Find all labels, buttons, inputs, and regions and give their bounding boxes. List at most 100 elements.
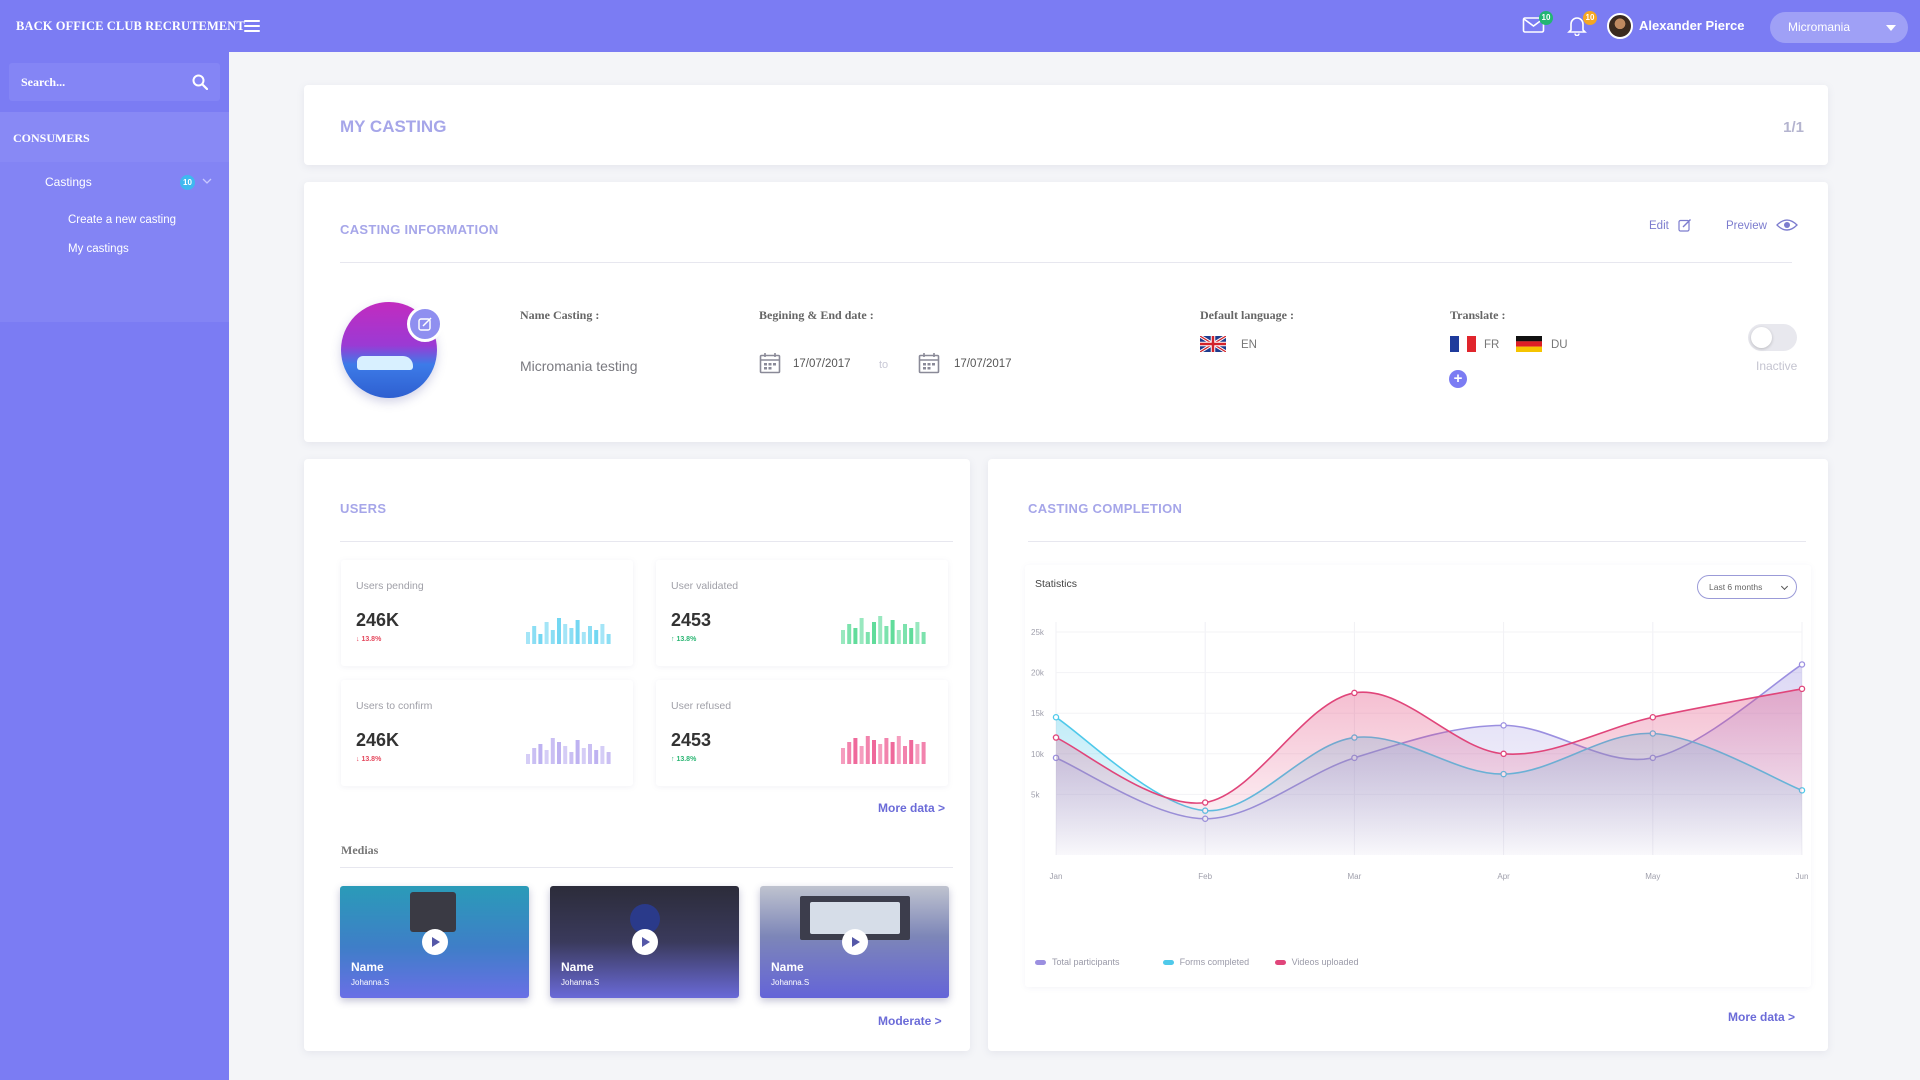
sidebar-section-label: CONSUMERS xyxy=(13,131,90,145)
edit-button[interactable]: Edit xyxy=(1649,218,1692,232)
spark-bar xyxy=(853,738,858,764)
spark-bar xyxy=(606,752,611,764)
legend-item[interactable]: Videos uploaded xyxy=(1274,957,1359,967)
spark-bar xyxy=(544,750,549,764)
pagination-indicator: 1/1 xyxy=(1783,119,1804,136)
search-icon[interactable] xyxy=(192,74,208,90)
status-toggle[interactable] xyxy=(1748,324,1797,351)
spark-bar xyxy=(909,628,914,644)
preview-label: Preview xyxy=(1726,220,1767,232)
bell-icon[interactable]: 10 xyxy=(1566,11,1597,38)
chevron-down-icon xyxy=(1886,25,1896,31)
spark-bar xyxy=(538,744,543,764)
divider xyxy=(1028,541,1806,542)
user-avatar[interactable] xyxy=(1607,13,1633,39)
spark-bar xyxy=(526,754,530,764)
start-date[interactable]: 17/07/2017 xyxy=(793,358,851,370)
y-tick-label: 15k xyxy=(1031,709,1045,718)
users-more-data-link[interactable]: More data > xyxy=(878,801,946,815)
play-icon[interactable] xyxy=(842,929,868,955)
mini-bar-chart xyxy=(841,616,926,644)
x-tick-label: Mar xyxy=(1348,872,1362,881)
spark-bar xyxy=(847,624,852,644)
legend-item[interactable]: Total participants xyxy=(1035,957,1120,967)
spark-bar xyxy=(921,632,926,644)
media-tile[interactable]: Name Johanna.S xyxy=(550,886,739,998)
toggle-knob xyxy=(1751,327,1772,348)
divider xyxy=(340,262,1792,263)
spark-bar xyxy=(921,742,926,764)
completion-more-data-link[interactable]: More data > xyxy=(1728,1010,1796,1024)
sidebar-item-my-castings[interactable]: My castings xyxy=(68,243,129,255)
spark-bar xyxy=(896,630,901,644)
spark-bar xyxy=(841,630,845,644)
uk-flag-icon xyxy=(1200,336,1226,352)
y-tick-label: 20k xyxy=(1031,669,1045,678)
spark-bar xyxy=(569,752,574,764)
spark-bar xyxy=(557,618,561,644)
spark-bar xyxy=(581,632,586,644)
brand-select[interactable]: Micromania xyxy=(1770,12,1908,43)
germany-flag-icon xyxy=(1516,336,1542,352)
sidebar-search xyxy=(9,63,220,101)
legend-swatch xyxy=(1035,960,1046,966)
chart-plot: 25k 20k 15k 10k 5k Jan Feb Mar Apr May Jun xyxy=(1031,622,1808,881)
media-tile[interactable]: Name Johanna.S xyxy=(340,886,529,998)
spark-bar xyxy=(588,744,592,764)
end-date[interactable]: 17/07/2017 xyxy=(954,358,1012,370)
page-title: MY CASTING xyxy=(340,117,447,136)
divider xyxy=(340,867,953,868)
legend-item[interactable]: Forms completed xyxy=(1162,957,1249,967)
stat-label: Users pending xyxy=(356,580,424,592)
spark-bar xyxy=(563,624,568,644)
casting-info-title: CASTING INFORMATION xyxy=(340,222,499,237)
spark-bar xyxy=(532,626,537,644)
statistics-chart: Statistics Last 6 months 25k 20k 15k 10k 5k J… xyxy=(1025,565,1811,987)
legend-label: Total participants xyxy=(1052,957,1120,967)
play-icon[interactable] xyxy=(632,929,658,955)
stat-label: Users to confirm xyxy=(356,700,433,712)
search-input[interactable] xyxy=(9,63,184,101)
dates-label: Begining & End date : xyxy=(759,308,874,322)
period-select[interactable]: Last 6 months xyxy=(1697,575,1797,599)
media-tile[interactable]: Name Johanna.S xyxy=(760,886,949,998)
spark-bar xyxy=(557,742,561,764)
user-name[interactable]: Alexander Pierce xyxy=(1639,18,1745,33)
avatar-edit-button[interactable] xyxy=(407,306,443,342)
mail-icon[interactable]: 10 xyxy=(1522,11,1553,38)
edit-icon xyxy=(1678,219,1692,232)
translate-label: Translate : xyxy=(1450,308,1506,322)
spark-bar xyxy=(581,748,586,764)
preview-button[interactable]: Preview xyxy=(1726,218,1799,232)
sidebar-section-consumers[interactable]: CONSUMERS xyxy=(0,112,229,162)
translation-code-fr: FR xyxy=(1484,339,1500,351)
sidebar-item-create-casting[interactable]: Create a new casting xyxy=(68,214,177,226)
translation-code-du: DU xyxy=(1551,339,1568,351)
spark-bar xyxy=(859,746,864,764)
menu-toggle-icon[interactable] xyxy=(244,17,260,35)
sidebar-submenu xyxy=(0,162,229,322)
casting-completion-title: CASTING COMPLETION xyxy=(1028,501,1183,516)
spark-bar xyxy=(594,750,599,764)
moderate-link[interactable]: Moderate > xyxy=(878,1014,942,1028)
x-tick-label: Apr xyxy=(1497,872,1510,881)
mini-bar-chart xyxy=(526,618,611,644)
calendar-icon[interactable] xyxy=(759,352,781,374)
sidebar-item-castings[interactable]: Castings xyxy=(45,175,92,189)
stat-change-value: 13.8% xyxy=(676,636,697,643)
mini-bar-chart xyxy=(841,736,926,764)
media-author: Johanna.S xyxy=(561,978,600,987)
calendar-icon[interactable] xyxy=(918,352,940,374)
stat-change: ↑ 13.8% xyxy=(671,636,697,643)
spark-bar xyxy=(588,626,592,644)
mail-badge: 10 xyxy=(1539,11,1553,25)
stat-value: 246K xyxy=(356,610,400,630)
stat-value: 246K xyxy=(356,730,400,750)
france-flag-icon xyxy=(1450,336,1476,352)
add-translation-button[interactable]: + xyxy=(1449,370,1467,388)
spark-bar xyxy=(903,746,907,764)
play-icon[interactable] xyxy=(422,929,448,955)
chevron-down-icon[interactable] xyxy=(202,176,212,186)
spark-bar xyxy=(865,632,870,644)
y-tick-label: 10k xyxy=(1031,750,1045,759)
